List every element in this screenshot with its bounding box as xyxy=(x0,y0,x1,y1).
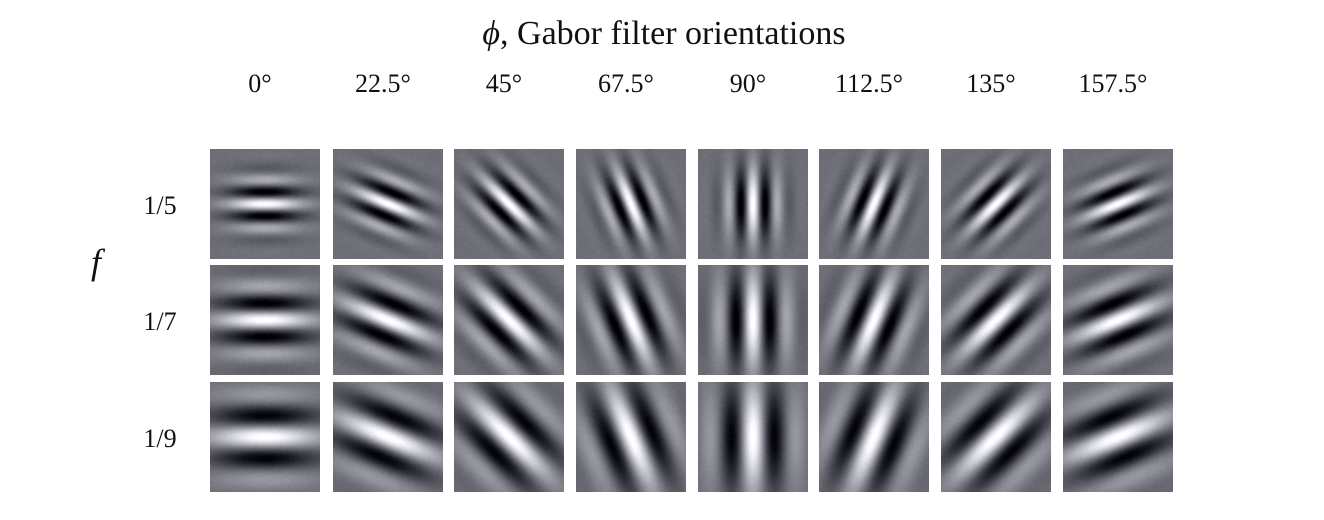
gabor-filter-tile xyxy=(698,149,808,259)
frequency-label: 1/5 xyxy=(143,191,176,220)
gabor-filter-tile xyxy=(819,382,929,492)
frequency-label: 1/7 xyxy=(143,307,176,336)
orientation-label: 22.5° xyxy=(355,69,411,98)
gabor-filter-tile xyxy=(210,382,320,492)
orientation-labels: 0° 22.5° 45° 67.5° 90° 112.5° 135° 157.5° xyxy=(248,69,1147,98)
gabor-filter-tile xyxy=(1063,382,1173,492)
gabor-filter-tile xyxy=(210,265,320,375)
orientation-label: 135° xyxy=(966,69,1015,98)
gabor-filter-tile xyxy=(698,265,808,375)
orientation-label: 67.5° xyxy=(598,69,654,98)
title-phi-symbol: ϕ xyxy=(482,15,500,52)
gabor-filter-tile xyxy=(333,382,443,492)
orientation-label: 45° xyxy=(486,69,522,98)
gabor-filter-tile xyxy=(576,149,686,259)
orientation-label: 157.5° xyxy=(1079,69,1148,98)
orientation-label: 112.5° xyxy=(835,69,903,98)
gabor-filter-tile xyxy=(698,382,808,492)
gabor-filter-tile xyxy=(333,265,443,375)
gabor-filter-tile xyxy=(333,149,443,259)
frequency-labels: 1/5 1/7 1/9 xyxy=(143,191,176,453)
gabor-filter-tile xyxy=(454,265,564,375)
gabor-filter-tile xyxy=(210,149,320,259)
gabor-filter-grid xyxy=(210,149,1173,492)
figure-title: ϕ, Gabor filter orientations xyxy=(482,15,845,52)
gabor-filter-tile xyxy=(819,149,929,259)
gabor-filter-tile xyxy=(454,149,564,259)
gabor-filter-tile xyxy=(1063,265,1173,375)
gabor-filter-tile xyxy=(454,382,564,492)
frequency-label: 1/9 xyxy=(143,424,176,453)
title-text: , Gabor filter orientations xyxy=(500,15,846,52)
gabor-filter-tile xyxy=(941,382,1051,492)
orientation-label: 90° xyxy=(730,69,766,98)
gabor-filter-tile xyxy=(941,265,1051,375)
gabor-filter-tile xyxy=(576,265,686,375)
gabor-filter-tile xyxy=(576,382,686,492)
gabor-filter-tile xyxy=(819,265,929,375)
frequency-axis-label: f xyxy=(91,242,106,282)
gabor-filter-tile xyxy=(1063,149,1173,259)
gabor-filter-tile xyxy=(941,149,1051,259)
orientation-label: 0° xyxy=(248,69,271,98)
